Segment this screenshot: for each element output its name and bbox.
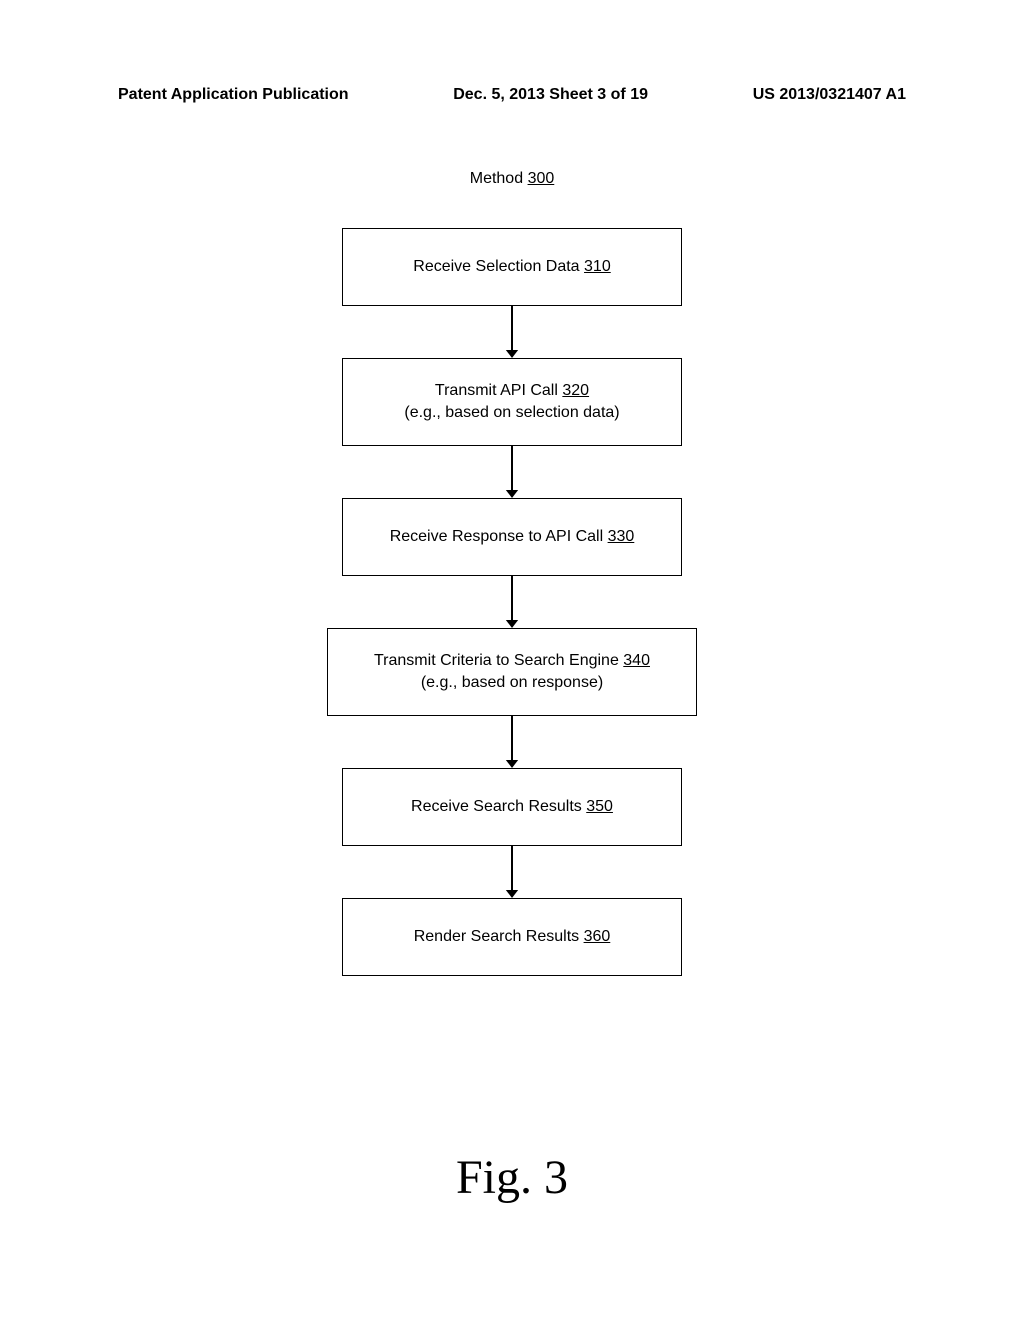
flow-arrow [502, 846, 522, 898]
flow-arrow [502, 446, 522, 498]
flowchart: Receive Selection Data 310 Transmit API C… [0, 228, 1024, 976]
flow-node-text: Receive Response to API Call 330 [390, 526, 635, 548]
flow-arrow [502, 576, 522, 628]
flow-node-text: Transmit API Call 320 [435, 380, 589, 402]
flow-node-text: Receive Search Results 350 [411, 796, 613, 818]
flow-node-350: Receive Search Results 350 [342, 768, 682, 846]
arrow-down-icon [502, 306, 522, 358]
arrow-down-icon [502, 716, 522, 768]
flow-arrow [502, 306, 522, 358]
header-left: Patent Application Publication [118, 86, 349, 104]
arrow-down-icon [502, 446, 522, 498]
arrow-down-icon [502, 846, 522, 898]
figure-label: Fig. 3 [0, 1150, 1024, 1205]
page-header: Patent Application Publication Dec. 5, 2… [0, 86, 1024, 104]
flow-arrow [502, 716, 522, 768]
flow-node-360: Render Search Results 360 [342, 898, 682, 976]
page: Patent Application Publication Dec. 5, 2… [0, 0, 1024, 1320]
flow-node-330: Receive Response to API Call 330 [342, 498, 682, 576]
arrow-down-icon [502, 576, 522, 628]
flow-node-subtext: (e.g., based on selection data) [404, 402, 619, 424]
flow-node-text: Transmit Criteria to Search Engine 340 [374, 650, 650, 672]
flow-node-340: Transmit Criteria to Search Engine 340(e… [327, 628, 697, 716]
method-label: Method [470, 170, 523, 187]
flow-node-text: Render Search Results 360 [414, 926, 611, 948]
flow-node-320: Transmit API Call 320(e.g., based on sel… [342, 358, 682, 446]
flow-node-text: Receive Selection Data 310 [413, 256, 610, 278]
header-right: US 2013/0321407 A1 [753, 86, 906, 104]
flow-node-subtext: (e.g., based on response) [421, 672, 603, 694]
flow-node-310: Receive Selection Data 310 [342, 228, 682, 306]
method-number: 300 [528, 170, 555, 187]
method-title: Method 300 [0, 170, 1024, 188]
header-center: Dec. 5, 2013 Sheet 3 of 19 [453, 86, 648, 104]
